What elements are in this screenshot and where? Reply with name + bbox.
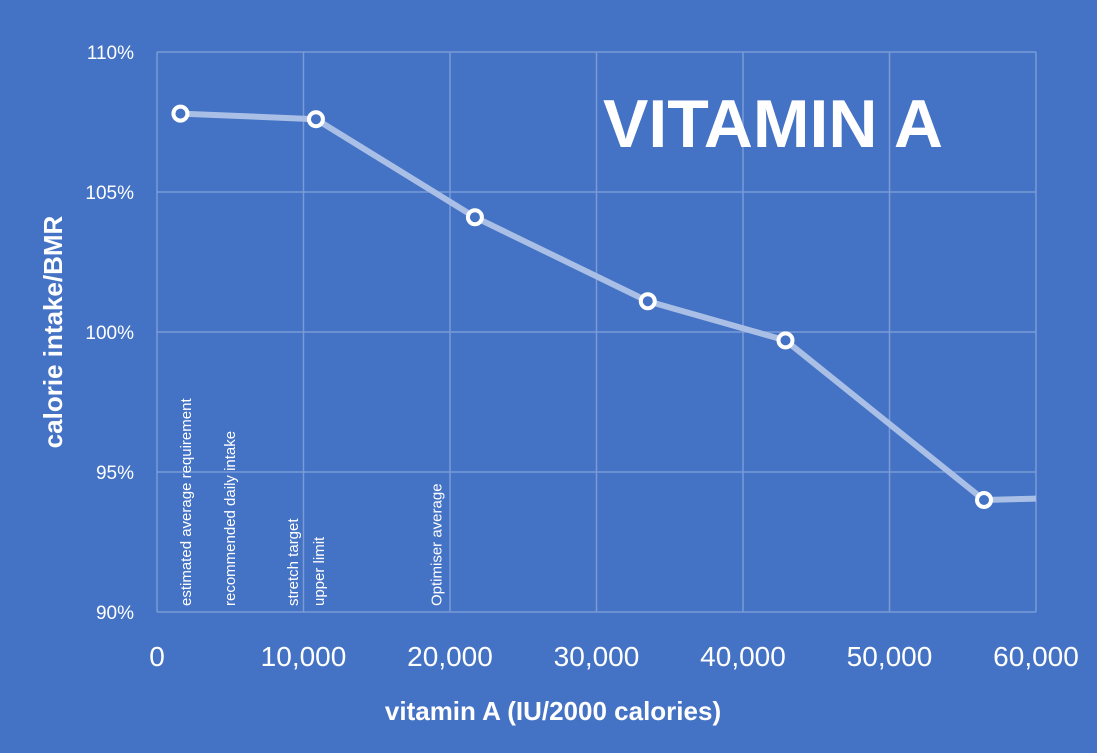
x-tick-label: 30,000 <box>554 641 640 672</box>
y-tick-label: 95% <box>96 463 134 484</box>
annotations: estimated average requirement recommended… <box>178 398 446 606</box>
y-tick-label: 100% <box>85 323 134 344</box>
x-tick-label: 40,000 <box>700 641 786 672</box>
chart-title: VITAMIN A <box>603 86 943 162</box>
series-line <box>180 110 1037 503</box>
x-tick-label: 20,000 <box>407 641 493 672</box>
x-tick-label: 50,000 <box>847 641 933 672</box>
x-axis-label: vitamin A (IU/2000 calories) <box>385 696 721 726</box>
data-point <box>776 331 795 350</box>
annotation-label: upper limit <box>311 536 328 606</box>
data-point <box>638 292 657 311</box>
x-tick-label: 0 <box>149 641 165 672</box>
annotation-label: estimated average requirement <box>178 398 195 606</box>
annotation-label: recommended daily intake <box>222 431 239 606</box>
annotation-label: Optimiser average <box>428 483 445 606</box>
data-point <box>171 104 190 123</box>
data-point <box>306 110 325 129</box>
y-tick-label: 90% <box>96 603 134 624</box>
grid <box>156 51 1037 613</box>
tick-labels: 0 10,000 20,000 30,000 40,000 50,000 60,000 90%… <box>85 43 1078 672</box>
annotation-label: stretch target <box>285 518 302 606</box>
data-point <box>974 491 993 509</box>
y-tick-label: 105% <box>85 183 134 204</box>
x-tick-label: 10,000 <box>261 641 347 672</box>
series <box>171 104 1037 509</box>
data-point <box>465 208 484 227</box>
y-tick-label: 110% <box>87 43 134 64</box>
x-tick-label: 60,000 <box>993 641 1079 672</box>
y-axis-label: calorie intake/BMR <box>38 215 68 448</box>
